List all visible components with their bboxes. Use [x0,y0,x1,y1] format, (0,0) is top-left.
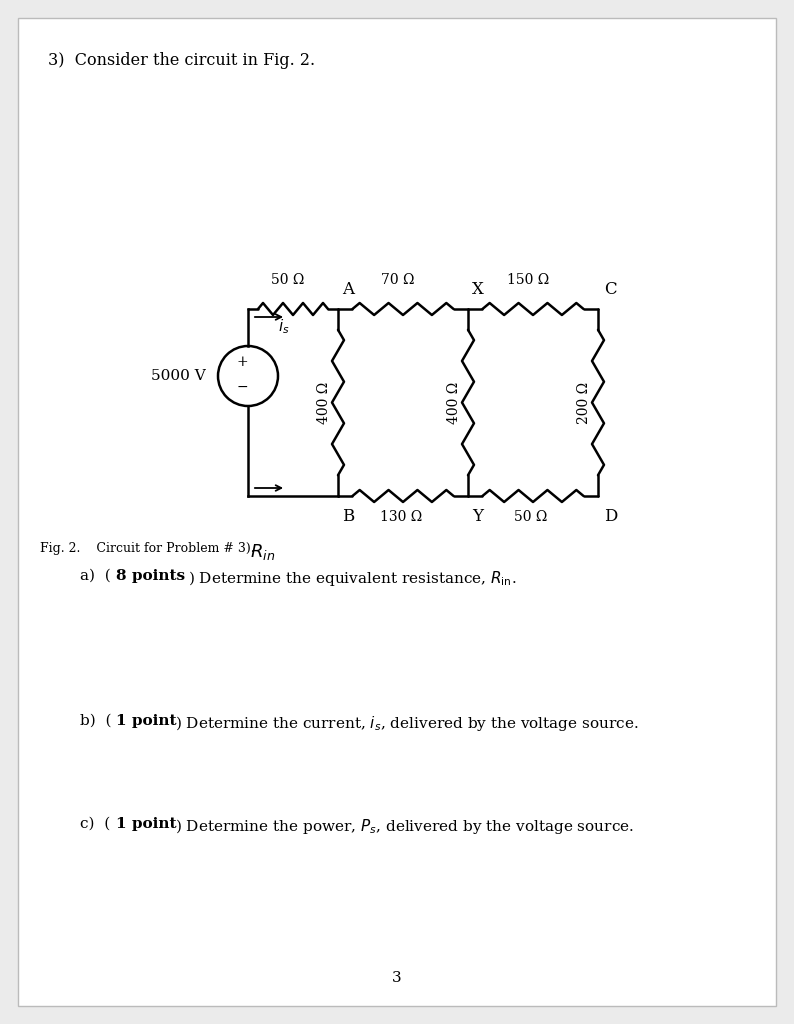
Text: X: X [472,281,484,298]
Text: −: − [236,380,248,394]
Text: Fig. 2.    Circuit for Problem # 3).: Fig. 2. Circuit for Problem # 3). [40,542,255,555]
Text: $i_s$: $i_s$ [278,317,290,336]
Text: $R_{in}$: $R_{in}$ [250,542,276,562]
Text: D: D [604,508,618,525]
FancyBboxPatch shape [18,18,776,1006]
Text: 400 Ω: 400 Ω [317,381,331,424]
Text: A: A [342,281,354,298]
Text: 400 Ω: 400 Ω [447,381,461,424]
Text: 50 Ω: 50 Ω [272,273,305,287]
Text: 8 points: 8 points [116,569,185,583]
Text: Y: Y [472,508,483,525]
Text: ) Determine the current, $i_s$, delivered by the voltage source.: ) Determine the current, $i_s$, delivere… [175,714,638,733]
Text: 3)  Consider the circuit in Fig. 2.: 3) Consider the circuit in Fig. 2. [48,52,315,69]
Text: +: + [236,355,248,369]
Text: 5000 V: 5000 V [151,369,206,383]
Text: 150 Ω: 150 Ω [507,273,549,287]
Text: ) Determine the equivalent resistance, $R_{\rm in}$.: ) Determine the equivalent resistance, $… [188,569,517,588]
Text: B: B [342,508,354,525]
Text: 1 point: 1 point [116,817,176,831]
Text: C: C [604,281,617,298]
Text: c)  (: c) ( [80,817,110,831]
Text: 130 Ω: 130 Ω [380,510,422,524]
Text: ) Determine the power, $P_s$, delivered by the voltage source.: ) Determine the power, $P_s$, delivered … [175,817,634,836]
Text: 70 Ω: 70 Ω [381,273,414,287]
Text: b)  (: b) ( [80,714,111,728]
Text: 50 Ω: 50 Ω [515,510,548,524]
Text: 3: 3 [392,971,402,985]
Text: 1 point: 1 point [116,714,176,728]
Text: 200 Ω: 200 Ω [577,381,591,424]
Text: a)  (: a) ( [80,569,110,583]
